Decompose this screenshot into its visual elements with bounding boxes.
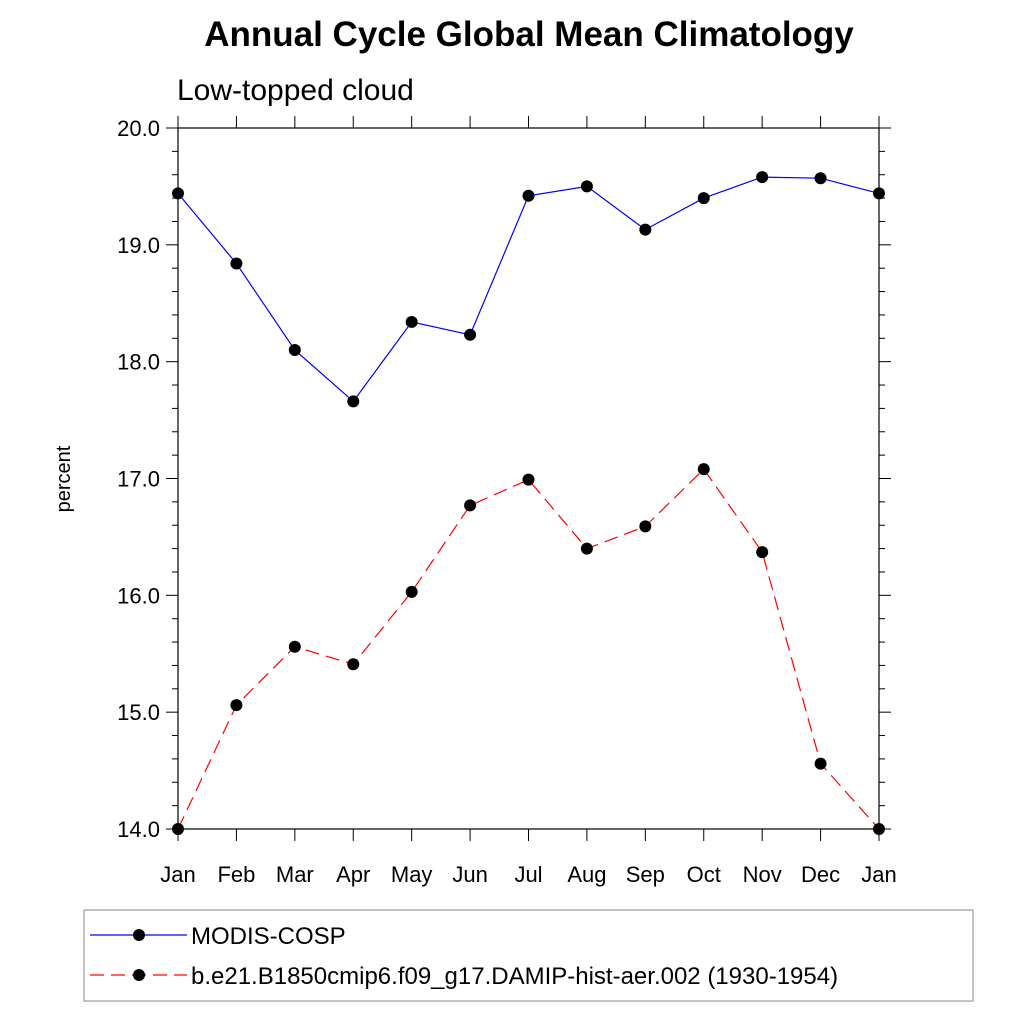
series-2-point bbox=[464, 499, 477, 512]
series-2-point bbox=[814, 757, 827, 770]
y-tick-label: 20.0 bbox=[117, 116, 160, 141]
x-tick-label: Nov bbox=[743, 862, 782, 887]
legend-marker-1 bbox=[133, 929, 145, 941]
x-tick-label: Oct bbox=[687, 862, 721, 887]
x-tick-label: Dec bbox=[801, 862, 840, 887]
y-axis-label: percent bbox=[53, 445, 75, 512]
x-tick-label: May bbox=[391, 862, 433, 887]
legend-box bbox=[83, 909, 974, 1002]
series-2-point bbox=[697, 463, 710, 476]
x-tick-label: Mar bbox=[276, 862, 314, 887]
x-tick-label: Jan bbox=[160, 862, 195, 887]
y-tick-label: 15.0 bbox=[117, 700, 160, 725]
plot-frame bbox=[177, 127, 880, 830]
y-tick-label: 19.0 bbox=[117, 233, 160, 258]
series-1-point bbox=[697, 192, 710, 205]
series-line-2 bbox=[177, 468, 880, 830]
chart-subtitle: Low-topped cloud bbox=[177, 74, 414, 107]
y-tick-label: 14.0 bbox=[117, 817, 160, 842]
x-tick-label: Jan bbox=[861, 862, 896, 887]
series-1-point bbox=[639, 223, 652, 236]
x-tick-label: Feb bbox=[217, 862, 255, 887]
tick-marks bbox=[166, 116, 891, 841]
series-layer bbox=[172, 171, 885, 835]
x-tick-label: Aug bbox=[567, 862, 606, 887]
tick-labels: 14.0 15.0 16.0 17.0 18.0 19.0 20.0 Jan Feb Mar Apr… bbox=[117, 116, 897, 887]
series-2-point bbox=[230, 699, 243, 712]
series-1-point bbox=[230, 257, 243, 270]
x-tick-label: Jul bbox=[514, 862, 542, 887]
y-tick-label: 18.0 bbox=[117, 350, 160, 375]
series-2-point bbox=[639, 520, 652, 533]
series-1-point bbox=[347, 395, 360, 408]
series-1-point bbox=[405, 315, 418, 328]
legend: MODIS-COSP b.e21.B1850cmip6.f09_g17.DAMIP… bbox=[83, 909, 974, 1002]
series-2-point bbox=[405, 585, 418, 598]
series-1-point bbox=[580, 180, 593, 193]
series-1-point bbox=[464, 328, 477, 341]
series-2-point bbox=[580, 542, 593, 555]
y-tick-label: 17.0 bbox=[117, 467, 160, 492]
series-1-point bbox=[756, 171, 769, 184]
x-tick-label: Jun bbox=[452, 862, 487, 887]
series-2-point bbox=[756, 546, 769, 559]
series-2-point bbox=[522, 473, 535, 486]
legend-label-1: MODIS-COSP bbox=[191, 923, 346, 950]
series-1-point bbox=[288, 343, 301, 356]
x-tick-label: Sep bbox=[626, 862, 665, 887]
legend-label-2: b.e21.B1850cmip6.f09_g17.DAMIP-hist-aer.… bbox=[191, 963, 838, 990]
series-2-point bbox=[288, 640, 301, 653]
x-tick-label: Apr bbox=[336, 862, 370, 887]
series-1-point bbox=[522, 189, 535, 202]
chart-title: Annual Cycle Global Mean Climatology bbox=[204, 15, 854, 54]
series-2-point bbox=[347, 658, 360, 671]
series-1-point bbox=[814, 172, 827, 185]
series-line-1 bbox=[177, 176, 880, 403]
legend-marker-2 bbox=[133, 969, 145, 981]
y-tick-label: 16.0 bbox=[117, 583, 160, 608]
